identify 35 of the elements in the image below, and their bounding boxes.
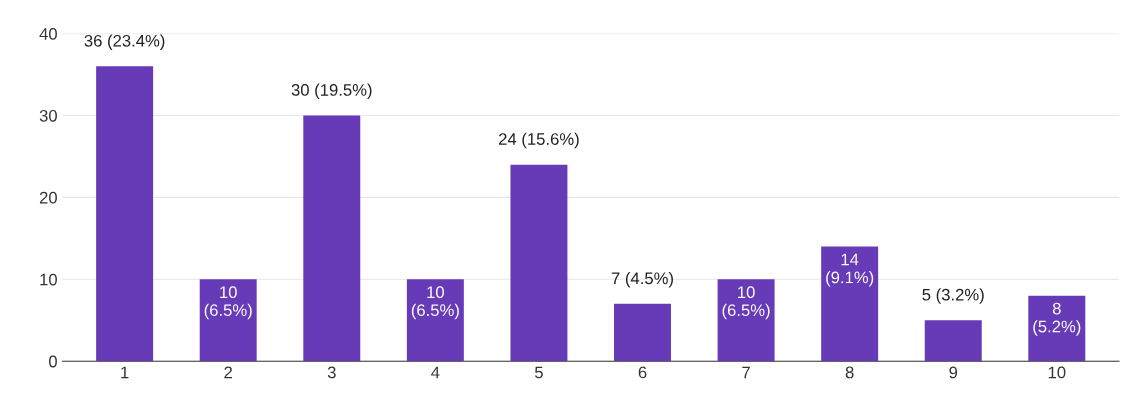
x-tick-label: 4 xyxy=(431,366,440,379)
data-label: 10 (6.5%) xyxy=(411,286,459,320)
bar xyxy=(1028,295,1086,362)
data-label: 5 (3.2%) xyxy=(922,288,984,304)
data-label: 10 (6.5%) xyxy=(204,286,252,320)
x-tick-label: 8 xyxy=(845,366,854,379)
data-label: 10 (6.5%) xyxy=(722,286,770,320)
y-tick-label: 40 xyxy=(39,28,57,40)
bar xyxy=(199,279,257,362)
y-tick-label: 20 xyxy=(39,191,57,204)
bar xyxy=(614,303,671,362)
bar xyxy=(924,320,982,362)
bar xyxy=(821,246,879,362)
y-tick-label: 0 xyxy=(49,355,57,368)
x-tick-label: 7 xyxy=(742,366,750,379)
bar xyxy=(510,164,568,362)
x-tick-label: 9 xyxy=(949,366,958,379)
x-tick-label: 2 xyxy=(224,366,232,379)
bar xyxy=(96,66,154,362)
x-tick-label: 6 xyxy=(638,366,647,379)
y-tick-label: 10 xyxy=(40,273,57,286)
data-label: 30 (19.5%) xyxy=(291,83,372,100)
data-label: 7 (4.5%) xyxy=(611,271,673,288)
bar xyxy=(717,279,775,362)
y-tick-label: 30 xyxy=(39,109,57,122)
bar xyxy=(406,279,464,362)
data-label: 36 (23.4%) xyxy=(84,34,165,50)
data-label: 8 (5.2%) xyxy=(1033,302,1081,336)
x-tick-label: 1 xyxy=(121,366,129,379)
data-label: 24 (15.6%) xyxy=(499,132,579,149)
x-tick-label: 3 xyxy=(327,366,336,379)
x-tick-label: 5 xyxy=(534,366,543,379)
bar xyxy=(303,115,361,362)
data-label: 14 (9.1%) xyxy=(826,253,874,287)
x-tick-label: 10 xyxy=(1048,366,1066,379)
